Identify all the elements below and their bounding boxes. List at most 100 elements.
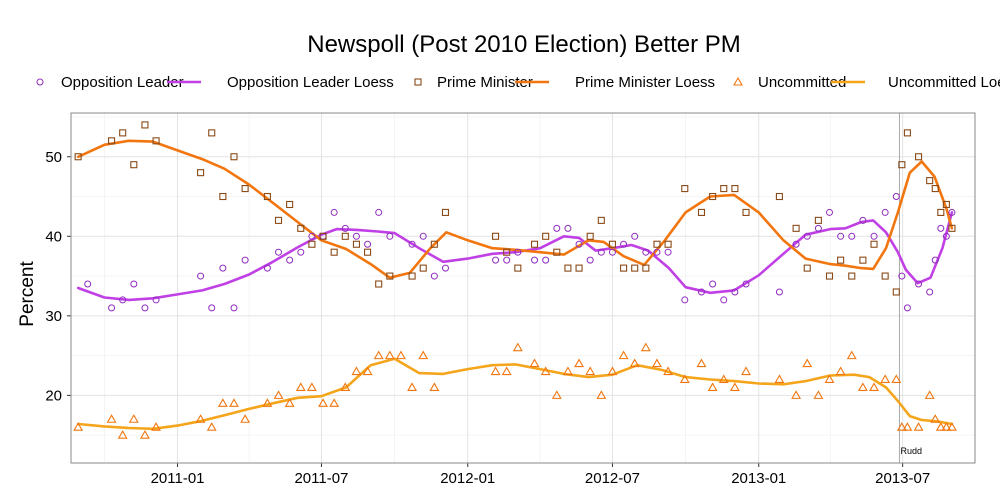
opposition-leader-point bbox=[542, 256, 550, 264]
prime-minister-point bbox=[631, 264, 639, 272]
prime-minister-point bbox=[653, 240, 661, 248]
prime-minister-point bbox=[697, 208, 706, 216]
uncommitted-point bbox=[128, 414, 139, 423]
opposition-leader-point bbox=[208, 304, 216, 312]
prime-minister-point bbox=[430, 240, 438, 248]
uncommitted-point bbox=[902, 422, 913, 431]
uncommitted-point bbox=[618, 350, 629, 360]
uncommitted-point bbox=[585, 366, 596, 376]
uncommitted-point bbox=[262, 398, 273, 407]
prime-minister-point bbox=[775, 192, 783, 201]
prime-minister-point bbox=[219, 192, 227, 201]
uncommitted-point bbox=[340, 382, 351, 391]
opposition-leader-points bbox=[84, 193, 956, 312]
prime-minister-point bbox=[731, 185, 739, 193]
prime-minister-point bbox=[914, 153, 923, 161]
uncommitted-point bbox=[774, 374, 785, 384]
opposition-leader-point bbox=[681, 296, 689, 304]
uncommitted-point bbox=[151, 422, 162, 431]
uncommitted-point bbox=[652, 358, 662, 368]
prime-minister-point bbox=[408, 272, 416, 280]
opposition-leader-point bbox=[631, 232, 639, 240]
uncommitted-point bbox=[490, 366, 501, 376]
uncommitted-point bbox=[607, 366, 618, 376]
opposition-leader-point bbox=[352, 232, 360, 240]
prime-minister-point bbox=[742, 208, 750, 216]
uncommitted-point bbox=[240, 414, 251, 423]
prime-minister-point bbox=[642, 264, 650, 272]
prime-minister-point bbox=[792, 224, 800, 232]
uncommitted-point bbox=[384, 350, 395, 360]
opposition-leader-point bbox=[942, 232, 950, 240]
uncommitted-point bbox=[529, 358, 540, 368]
uncommitted-point bbox=[880, 374, 891, 384]
legend-label: Prime Minister Loess bbox=[575, 74, 715, 91]
opposition-leader-point bbox=[892, 193, 900, 201]
prime-minister-points bbox=[74, 121, 956, 296]
prime-minister-point bbox=[263, 192, 271, 201]
uncommitted-point bbox=[306, 382, 317, 391]
prime-minister-point bbox=[709, 192, 717, 201]
opposition-leader-point bbox=[620, 240, 628, 248]
legend-item-uncommitted-loess: Uncommitted Loess bbox=[831, 74, 1000, 91]
uncommitted-point bbox=[663, 366, 674, 376]
prime-minister-point bbox=[608, 240, 616, 248]
y-tick-label: 30 bbox=[45, 308, 62, 325]
x-tick-label: 2011-07 bbox=[294, 470, 348, 487]
uncommitted-point bbox=[229, 398, 239, 407]
uncommitted-point bbox=[106, 414, 117, 423]
uncommitted-point bbox=[206, 422, 217, 431]
opposition-leader-point bbox=[870, 232, 878, 240]
opposition-leader-point bbox=[441, 264, 449, 272]
opposition-leader-point bbox=[430, 272, 438, 280]
opposition-leader-point bbox=[514, 248, 522, 256]
legend: Opposition Leader Opposition Leader Loess… bbox=[36, 74, 1000, 91]
uncommitted-point bbox=[913, 422, 924, 431]
uncommitted-point bbox=[318, 398, 328, 407]
opposition-leader-point bbox=[792, 240, 800, 248]
uncommitted-point bbox=[284, 398, 295, 407]
prime-minister-point bbox=[297, 224, 305, 232]
opposition-leader-point bbox=[386, 232, 394, 240]
uncommitted-point bbox=[835, 366, 846, 376]
uncommitted-point bbox=[195, 414, 206, 423]
uncommitted-point bbox=[629, 358, 640, 368]
y-tick-label: 50 bbox=[45, 149, 62, 166]
uncommitted-point bbox=[813, 390, 824, 399]
uncommitted-point bbox=[729, 382, 740, 391]
uncommitted-point bbox=[407, 382, 418, 391]
uncommitted-point bbox=[802, 358, 813, 368]
uncommitted-point bbox=[941, 422, 952, 431]
prime-minister-point bbox=[942, 200, 950, 209]
prime-minister-point bbox=[542, 232, 550, 240]
prime-minister-point bbox=[586, 232, 594, 240]
uncommitted-point bbox=[935, 422, 946, 431]
prime-minister-point bbox=[530, 240, 539, 248]
opposition-leader-loess-line bbox=[76, 211, 954, 302]
opposition-leader-point bbox=[141, 304, 149, 312]
opposition-leader-point bbox=[948, 208, 956, 216]
opposition-leader-point bbox=[230, 304, 238, 312]
legend-item-uncommitted: Uncommitted bbox=[733, 74, 846, 91]
legend-label: Opposition Leader bbox=[61, 74, 184, 91]
opposition-leader-point bbox=[664, 248, 672, 256]
opposition-leader-point bbox=[608, 248, 616, 256]
prime-minister-point bbox=[597, 216, 605, 224]
uncommitted-point bbox=[791, 390, 802, 399]
opposition-leader-point bbox=[119, 296, 127, 304]
opposition-leader-point bbox=[575, 240, 583, 248]
opposition-leader-point bbox=[341, 224, 349, 232]
uncommitted-point bbox=[857, 382, 868, 391]
x-tick-label: 2013-07 bbox=[875, 470, 930, 487]
opposition-leader-point bbox=[531, 256, 539, 264]
prime-minister-point bbox=[892, 288, 900, 296]
uncommitted-point bbox=[562, 366, 573, 376]
uncommitted-point bbox=[718, 374, 729, 384]
opposition-leader-point bbox=[775, 288, 783, 296]
uncommitted-point bbox=[139, 430, 150, 439]
prime-minister-point bbox=[803, 264, 811, 272]
uncommitted-point bbox=[869, 382, 879, 391]
uncommitted-point bbox=[679, 374, 690, 384]
prime-minister-point bbox=[575, 264, 583, 272]
